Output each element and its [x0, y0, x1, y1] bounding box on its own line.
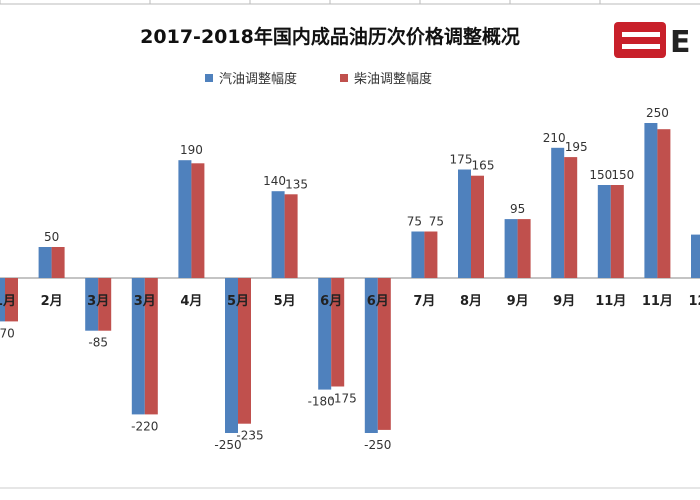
bar-gasoline — [38, 247, 52, 278]
data-label: -175 — [330, 392, 357, 406]
category-label: 4月 — [180, 294, 202, 309]
legend-swatch — [340, 73, 348, 82]
data-label: 210 — [543, 131, 566, 145]
bar-diesel — [424, 231, 438, 278]
bar-gasoline — [551, 147, 565, 278]
data-label: 195 — [565, 140, 588, 154]
bar-gasoline — [644, 123, 658, 278]
bar-diesel — [517, 219, 531, 278]
category-label: 3月 — [134, 294, 156, 309]
category-label: 9月 — [507, 294, 529, 309]
bar-gasoline — [411, 231, 425, 278]
data-label: 190 — [180, 143, 203, 157]
legend-label: 柴油调整幅度 — [354, 72, 433, 87]
data-label: 140 — [263, 174, 286, 188]
data-label: 50 — [44, 230, 59, 244]
category-label: 12月 — [688, 294, 700, 309]
legend-swatch — [205, 73, 213, 82]
data-label: 250 — [646, 106, 669, 120]
bar-gasoline — [85, 278, 99, 331]
bar-gasoline — [504, 219, 518, 278]
bar-diesel — [471, 175, 484, 278]
category-label: 6月 — [367, 294, 389, 309]
bar-diesel — [377, 278, 391, 430]
bar-diesel — [191, 163, 205, 278]
bar-gasoline — [364, 278, 378, 433]
logo: E — [612, 18, 700, 62]
category-label: 5月 — [227, 294, 249, 309]
data-label: 150 — [611, 168, 634, 182]
data-label: -85 — [88, 336, 108, 350]
bar-gasoline — [271, 191, 285, 278]
data-label: 75 — [407, 215, 422, 229]
bar-diesel — [657, 129, 671, 278]
bar-diesel — [331, 278, 345, 387]
data-label: 165 — [472, 159, 495, 173]
category-label: 1月 — [0, 294, 16, 309]
data-label: -180 — [308, 395, 335, 409]
bar-gasoline — [318, 278, 332, 390]
svg-text:E: E — [670, 25, 691, 60]
bar-diesel — [610, 185, 624, 278]
data-label: 150 — [589, 168, 612, 182]
chart-title: 2017-2018年国内成品油历次价格调整概况 — [140, 26, 520, 48]
bar-diesel — [564, 157, 578, 278]
category-label: 7月 — [413, 294, 435, 309]
bar-gasoline — [691, 234, 700, 278]
bar-diesel — [144, 278, 158, 415]
category-label: 8月 — [460, 294, 482, 309]
legend-label: 汽油调整幅度 — [219, 72, 298, 87]
legend-item-diesel: 柴油调整幅度 — [340, 68, 432, 87]
bar-gasoline — [131, 278, 145, 415]
category-label: 2月 — [41, 294, 63, 309]
bar-diesel — [284, 194, 298, 278]
bar-gasoline — [0, 278, 5, 322]
bar-gasoline — [225, 278, 238, 433]
bar-diesel — [5, 278, 18, 322]
data-label: 75 — [429, 215, 444, 229]
data-label: 135 — [285, 177, 308, 191]
logo-icon: E — [614, 22, 691, 60]
data-label: -250 — [364, 438, 391, 452]
category-label: 3月 — [87, 294, 109, 309]
data-label: -220 — [131, 419, 158, 433]
bar-diesel — [51, 247, 65, 278]
data-label: -70 — [0, 326, 15, 340]
bar-diesel — [238, 278, 251, 424]
legend-item-gasoline: 汽油调整幅度 — [205, 68, 297, 87]
bar-diesel — [98, 278, 112, 331]
category-label: 11月 — [642, 294, 673, 309]
data-label: 95 — [510, 202, 525, 216]
bar-gasoline — [178, 160, 192, 278]
bar-gasoline — [458, 169, 471, 278]
data-label: 175 — [450, 153, 473, 167]
category-label: 9月 — [553, 294, 575, 309]
bar-gasoline — [597, 185, 611, 278]
data-label: -250 — [214, 438, 241, 452]
data-label: -235 — [236, 429, 263, 443]
category-label: 6月 — [320, 294, 342, 309]
category-label: 11月 — [595, 294, 626, 309]
category-label: 5月 — [274, 294, 296, 309]
